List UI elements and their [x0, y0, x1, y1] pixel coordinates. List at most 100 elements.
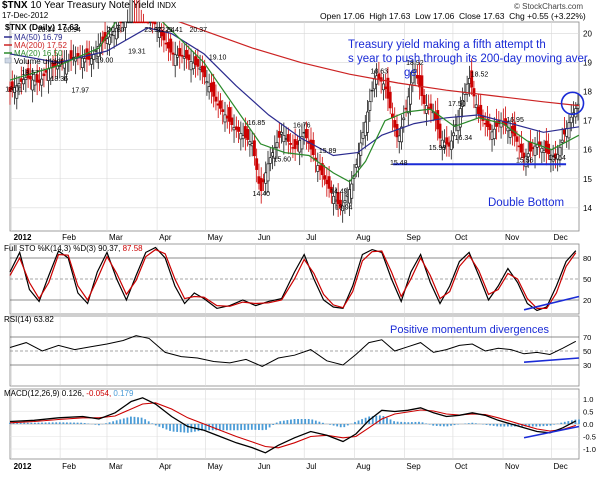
- macd-histogram-bar: [176, 424, 179, 432]
- macd-histogram-bar: [336, 424, 339, 427]
- price-value-label: 18.92: [406, 60, 424, 67]
- macd-histogram-bar: [30, 422, 33, 424]
- macd-histogram-bar: [570, 420, 573, 424]
- sto-y-tick: 20: [583, 296, 591, 305]
- x-tick-label: Feb: [62, 462, 76, 471]
- macd-histogram-bar: [58, 422, 61, 424]
- candle-body: [212, 81, 216, 97]
- macd-y-tick: -0.5: [583, 433, 596, 442]
- candle-body: [400, 126, 403, 143]
- price-value-label: 16.34: [455, 135, 473, 142]
- x-tick-label: Oct: [455, 233, 468, 242]
- macd-histogram-bar: [503, 424, 506, 427]
- header-exchange: INDX: [157, 1, 177, 10]
- candle-body: [361, 131, 365, 139]
- candle-body: [402, 117, 406, 121]
- macd-histogram-bar: [229, 424, 232, 431]
- x-tick-label: Mar: [109, 462, 123, 471]
- candle-body: [173, 54, 177, 67]
- macd-histogram-bar: [44, 422, 47, 424]
- x-tick-label: Jun: [258, 233, 271, 242]
- candle-body: [565, 128, 569, 137]
- macd-histogram-bar: [546, 424, 548, 426]
- candle-body: [133, 21, 136, 24]
- main-y-tick: 16: [583, 146, 592, 155]
- price-value-label: 19.00: [96, 58, 114, 65]
- candle-body: [452, 132, 456, 137]
- x-tick-label: Jul: [306, 233, 316, 242]
- macd-histogram-bar: [236, 424, 239, 431]
- candle-body: [90, 58, 93, 65]
- macd-histogram-bar: [506, 424, 509, 427]
- price-value-label: 20.80: [107, 27, 125, 34]
- macd-histogram-bar: [578, 419, 580, 424]
- macd-histogram-bar: [233, 424, 235, 431]
- macd-histogram-bar: [240, 424, 243, 431]
- candle-body: [370, 89, 374, 92]
- header-quote: Open 17.06 High 17.63 Low 17.06 Close 17…: [320, 11, 586, 21]
- candle-body: [472, 88, 476, 97]
- sto-title-prefix: Full STO %K(14,3) %D(3) 90.37,: [4, 244, 120, 253]
- macd-histogram-bar: [290, 419, 292, 424]
- macd-histogram-bar: [172, 424, 175, 432]
- candle-body: [35, 74, 39, 83]
- macd-histogram-bar: [300, 419, 303, 424]
- price-value-label: 21.41: [165, 27, 183, 34]
- macd-histogram-bar: [442, 424, 445, 427]
- candle-body: [517, 145, 521, 148]
- macd-histogram-bar: [346, 424, 349, 426]
- candle-body: [327, 176, 331, 189]
- candle-body: [259, 178, 263, 192]
- macd-histogram-bar: [322, 422, 324, 424]
- macd-histogram-bar: [197, 424, 200, 432]
- candle-body: [343, 200, 347, 204]
- candle-body: [19, 78, 23, 82]
- macd-histogram-bar: [130, 416, 132, 424]
- macd-histogram-bar: [304, 419, 307, 424]
- macd-histogram-bar: [48, 422, 51, 424]
- price-value-label: 15.56: [516, 157, 534, 164]
- candle-body: [114, 27, 118, 40]
- sto-title-d: 87.58: [123, 244, 144, 253]
- candle-body: [492, 128, 496, 140]
- candle-body: [65, 61, 69, 75]
- candle-body: [180, 54, 184, 57]
- candle-body: [488, 123, 492, 131]
- text-layer: 14 15 16 17 18 19 20 18.01 18.57 20.44 18.36 20.94 1…: [5, 27, 596, 471]
- candle-body: [196, 59, 200, 67]
- header-close: 17.63: [483, 11, 505, 21]
- macd-histogram-bar: [165, 424, 168, 430]
- candle-body: [348, 189, 351, 204]
- candle-body: [128, 21, 132, 24]
- candle-body: [87, 52, 91, 60]
- macd-histogram-bar: [489, 424, 491, 426]
- header-open-label: Open: [320, 11, 341, 21]
- candle-body: [10, 81, 14, 90]
- macd-histogram-bar: [414, 421, 417, 424]
- macd-histogram-bar: [339, 424, 342, 428]
- candle-body: [474, 104, 478, 108]
- candle-body: [47, 68, 50, 81]
- x-tick-label: Aug: [356, 233, 370, 242]
- candle-body: [293, 139, 297, 149]
- candle-body: [42, 73, 46, 77]
- macd-y-tick: -1.0: [583, 445, 596, 454]
- candle-body: [427, 107, 431, 109]
- candle-body: [513, 122, 517, 137]
- candle-body: [320, 163, 324, 176]
- candle-body: [246, 129, 250, 140]
- macd-histogram-bar: [254, 424, 257, 430]
- price-value-label: 17.50: [448, 101, 466, 108]
- macd-histogram-bar: [563, 421, 566, 424]
- candle-body: [200, 65, 204, 73]
- candle-body: [336, 191, 340, 205]
- data-layer: [8, 0, 585, 454]
- header-low: 17.06: [433, 11, 455, 21]
- macd-histogram-bar: [108, 422, 111, 424]
- candle-body: [187, 54, 191, 61]
- candle-body: [273, 147, 277, 159]
- macd-histogram-bar: [222, 424, 225, 431]
- candle-body: [368, 101, 372, 111]
- candle-body: [422, 94, 426, 104]
- x-tick-label: Nov: [505, 233, 519, 242]
